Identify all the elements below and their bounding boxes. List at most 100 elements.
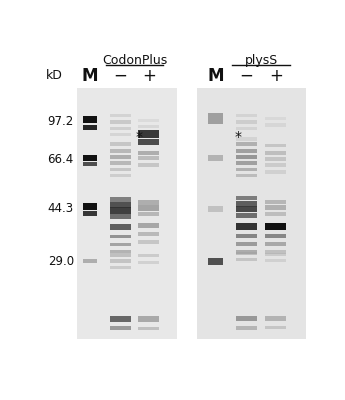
Bar [236, 250, 257, 254]
Bar [110, 202, 131, 208]
Bar [265, 200, 286, 204]
Bar [110, 326, 131, 330]
Bar [265, 117, 286, 120]
Bar [138, 139, 159, 145]
Bar [110, 260, 131, 263]
Bar [265, 151, 286, 155]
Text: +: + [269, 67, 283, 85]
Bar [236, 142, 257, 146]
Bar [110, 224, 131, 230]
Bar [236, 206, 257, 212]
Bar [110, 142, 131, 146]
Bar [138, 240, 159, 244]
Bar [265, 250, 286, 254]
Text: M: M [207, 67, 224, 85]
Bar [110, 126, 131, 130]
Bar [110, 266, 131, 270]
Bar [82, 162, 97, 166]
Bar [82, 125, 97, 130]
Text: 29.0: 29.0 [48, 255, 74, 268]
Bar [208, 154, 223, 161]
Bar [236, 149, 257, 153]
Bar [265, 205, 286, 210]
Bar [236, 120, 257, 124]
Bar [236, 174, 257, 177]
Bar [236, 137, 257, 140]
Bar [82, 259, 97, 263]
Bar [236, 234, 257, 238]
Bar [236, 155, 257, 159]
Bar [138, 125, 159, 128]
Bar [82, 203, 97, 210]
Bar [110, 162, 131, 165]
Bar [265, 259, 286, 262]
Bar [197, 88, 306, 339]
Bar [208, 258, 223, 264]
Bar [110, 250, 131, 254]
Text: *: * [235, 130, 242, 144]
Bar [110, 120, 131, 124]
Bar [110, 174, 131, 177]
Bar [138, 254, 159, 257]
Bar [82, 211, 97, 216]
Bar [236, 242, 257, 246]
Bar [265, 124, 286, 126]
Bar [236, 252, 257, 255]
Text: −: − [239, 67, 253, 85]
Bar [265, 170, 286, 174]
Bar [138, 119, 159, 122]
Bar [236, 326, 257, 330]
Bar [208, 113, 223, 124]
Bar [236, 196, 257, 200]
Text: 44.3: 44.3 [48, 202, 74, 215]
Bar [110, 316, 131, 322]
Bar [236, 127, 257, 130]
Bar [138, 224, 159, 228]
Bar [138, 163, 159, 167]
Bar [110, 207, 131, 214]
Bar [77, 88, 177, 339]
Bar [110, 235, 131, 238]
Text: CodonPlus: CodonPlus [102, 54, 167, 67]
Bar [208, 206, 223, 212]
Bar [265, 234, 286, 238]
Text: −: − [114, 67, 128, 85]
Bar [236, 223, 257, 230]
Bar [265, 156, 286, 160]
Bar [110, 214, 131, 219]
Bar [138, 212, 159, 216]
Bar [110, 149, 131, 153]
Bar [110, 155, 131, 159]
Bar [110, 114, 131, 117]
Bar [138, 261, 159, 264]
Bar [138, 151, 159, 155]
Bar [138, 130, 159, 138]
Bar [236, 201, 257, 207]
Bar [265, 163, 286, 167]
Bar [265, 316, 286, 321]
Bar [138, 316, 159, 322]
Bar [138, 205, 159, 211]
Bar [138, 232, 159, 236]
Bar [236, 114, 257, 117]
Bar [236, 168, 257, 171]
Bar [236, 161, 257, 165]
Bar [265, 326, 286, 329]
Bar [82, 154, 97, 161]
Bar [110, 253, 131, 257]
Bar [265, 253, 286, 256]
Text: 66.4: 66.4 [48, 153, 74, 166]
Bar [138, 326, 159, 330]
Bar [110, 168, 131, 171]
Text: +: + [142, 67, 156, 85]
Text: 97.2: 97.2 [48, 116, 74, 128]
Text: kD: kD [46, 69, 63, 82]
Bar [110, 133, 131, 136]
Bar [236, 213, 257, 218]
Bar [138, 200, 159, 205]
Text: M: M [82, 67, 98, 85]
Bar [138, 156, 159, 160]
Bar [110, 197, 131, 202]
Text: plysS: plysS [244, 54, 278, 67]
Bar [265, 144, 286, 148]
